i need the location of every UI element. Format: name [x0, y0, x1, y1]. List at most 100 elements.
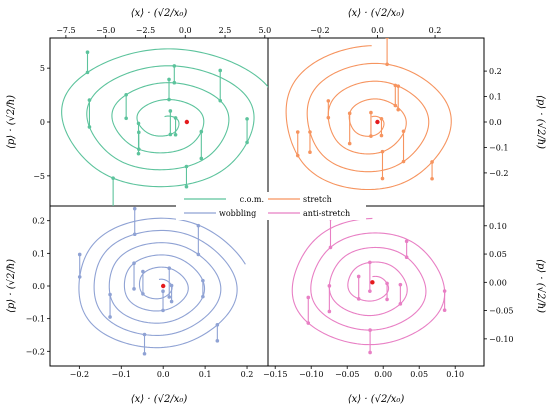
jump-point-wobbling — [142, 332, 147, 337]
jump-point-com — [85, 50, 90, 55]
jump-point-wobbling — [132, 261, 136, 266]
trajectory-com — [61, 48, 268, 188]
jump-point-com — [137, 130, 141, 135]
y-tick-label-com: 0 — [40, 118, 45, 127]
jump-point-antistretch — [442, 289, 447, 293]
trajectory-antistretch — [291, 217, 446, 346]
y-tick-label-antistretch: 0.10 — [489, 222, 507, 231]
jump-point-stretch — [380, 176, 385, 181]
jump-point-wobbling — [196, 223, 201, 228]
jump-point-com — [184, 184, 189, 189]
jump-point-antistretch — [442, 308, 447, 313]
x-axis-label-bottom-left: ⟨x⟩ · (√2/x₀) — [131, 394, 188, 405]
jump-point-wobbling — [77, 275, 82, 279]
jump-point-com — [167, 77, 171, 82]
jump-point-stretch — [401, 129, 406, 134]
jump-point-com — [199, 156, 204, 161]
jump-point-wobbling — [108, 315, 112, 319]
jump-point-stretch — [295, 153, 300, 158]
jump-point-stretch — [401, 159, 406, 164]
y-axis-label-bottom-left: ⟨p⟩ · (√2/ħ) — [6, 259, 17, 313]
jump-point-com — [124, 116, 128, 121]
jump-point-wobbling — [196, 252, 201, 257]
x-axis-label-top-left: ⟨x⟩ · (√2/x₀) — [131, 8, 188, 19]
jump-point-com — [136, 151, 141, 156]
jump-point-antistretch — [398, 282, 403, 287]
jump-point-stretch — [295, 130, 300, 134]
jump-point-wobbling — [201, 278, 205, 283]
x-tick-label-stretch: −0.2 — [310, 26, 329, 35]
center-point-stretch — [375, 119, 380, 125]
y-axis-label-bottom-right: ⟨p⟩ · (√2/ħ) — [535, 259, 546, 313]
x-tick-label-com: −2.5 — [136, 26, 155, 35]
jump-point-stretch — [396, 84, 401, 88]
jump-point-antistretch — [368, 350, 372, 355]
jump-point-com — [199, 129, 204, 134]
jump-point-com — [111, 176, 115, 180]
spiral-group-com — [61, 48, 268, 206]
jump-point-stretch — [430, 160, 434, 164]
y-tick-label-wobbling: 0.0 — [32, 282, 45, 291]
jump-point-com — [184, 164, 189, 169]
x-tick-label-wobbling: −0.2 — [70, 370, 89, 379]
jump-point-wobbling — [141, 269, 145, 274]
y-axis-label-top-right: ⟨p⟩ · (√2/ħ) — [535, 95, 546, 149]
jump-point-com — [245, 140, 249, 145]
jump-point-stretch — [369, 134, 373, 138]
jump-point-wobbling — [77, 252, 82, 257]
jump-point-com — [168, 109, 173, 113]
jump-point-wobbling — [215, 339, 220, 343]
legend-label-antistretch: anti-stretch — [303, 209, 350, 218]
x-axis-label-top-right: ⟨x⟩ · (√2/x₀) — [348, 8, 405, 19]
x-tick-label-antistretch: 0.00 — [374, 370, 392, 379]
jump-point-wobbling — [132, 232, 137, 237]
jump-point-antistretch — [328, 245, 333, 250]
x-tick-label-wobbling: 0.2 — [241, 370, 254, 379]
jump-point-antistretch — [356, 297, 361, 301]
legend-label-wobbling: wobbling — [219, 209, 256, 218]
jump-point-antistretch — [404, 255, 409, 259]
y-tick-label-wobbling: −0.1 — [26, 315, 45, 324]
jump-point-stretch — [308, 130, 312, 134]
jump-point-antistretch — [368, 289, 372, 293]
x-tick-label-antistretch: −0.15 — [263, 370, 288, 379]
trajectory-stretch — [285, 45, 452, 191]
y-tick-label-stretch: 0.0 — [489, 118, 502, 127]
x-tick-label-antistretch: −0.10 — [299, 370, 324, 379]
jump-point-com — [137, 147, 141, 151]
jump-point-com — [172, 64, 177, 68]
jump-point-stretch — [430, 176, 434, 181]
jump-point-stretch — [385, 38, 389, 40]
y-tick-label-stretch: −0.2 — [489, 169, 508, 178]
jump-point-com — [85, 70, 90, 75]
jump-point-com — [173, 116, 178, 120]
jump-point-com — [87, 98, 92, 102]
y-tick-label-wobbling: 0.2 — [32, 217, 45, 226]
center-point-com — [184, 119, 190, 125]
jump-point-antistretch — [398, 302, 403, 306]
jump-point-wobbling — [132, 206, 137, 211]
x-tick-label-com: −7.5 — [56, 26, 75, 35]
jump-point-com — [245, 117, 249, 121]
y-tick-label-antistretch: −0.05 — [489, 307, 514, 316]
x-axis-label-bottom-right: ⟨x⟩ · (√2/x₀) — [348, 394, 405, 405]
center-point-wobbling — [160, 283, 166, 289]
jump-point-com — [218, 68, 223, 73]
jump-point-stretch — [379, 133, 384, 138]
jump-point-stretch — [380, 149, 385, 154]
y-tick-label-antistretch: −0.10 — [489, 335, 514, 344]
jump-point-stretch — [369, 110, 373, 115]
jump-point-com — [172, 80, 177, 85]
jump-point-com — [168, 132, 173, 137]
y-tick-label-antistretch: 0.05 — [489, 250, 507, 259]
x-tick-label-com: −5.0 — [96, 26, 115, 35]
jump-point-wobbling — [169, 283, 174, 288]
jump-point-antistretch — [368, 328, 372, 332]
y-tick-label-com: 5 — [40, 64, 45, 73]
y-tick-label-stretch: 0.2 — [489, 67, 502, 76]
jump-point-wobbling — [108, 292, 112, 297]
x-tick-label-com: 5.0 — [258, 26, 271, 35]
x-tick-label-com: 2.5 — [219, 26, 232, 35]
jump-point-wobbling — [161, 289, 165, 294]
